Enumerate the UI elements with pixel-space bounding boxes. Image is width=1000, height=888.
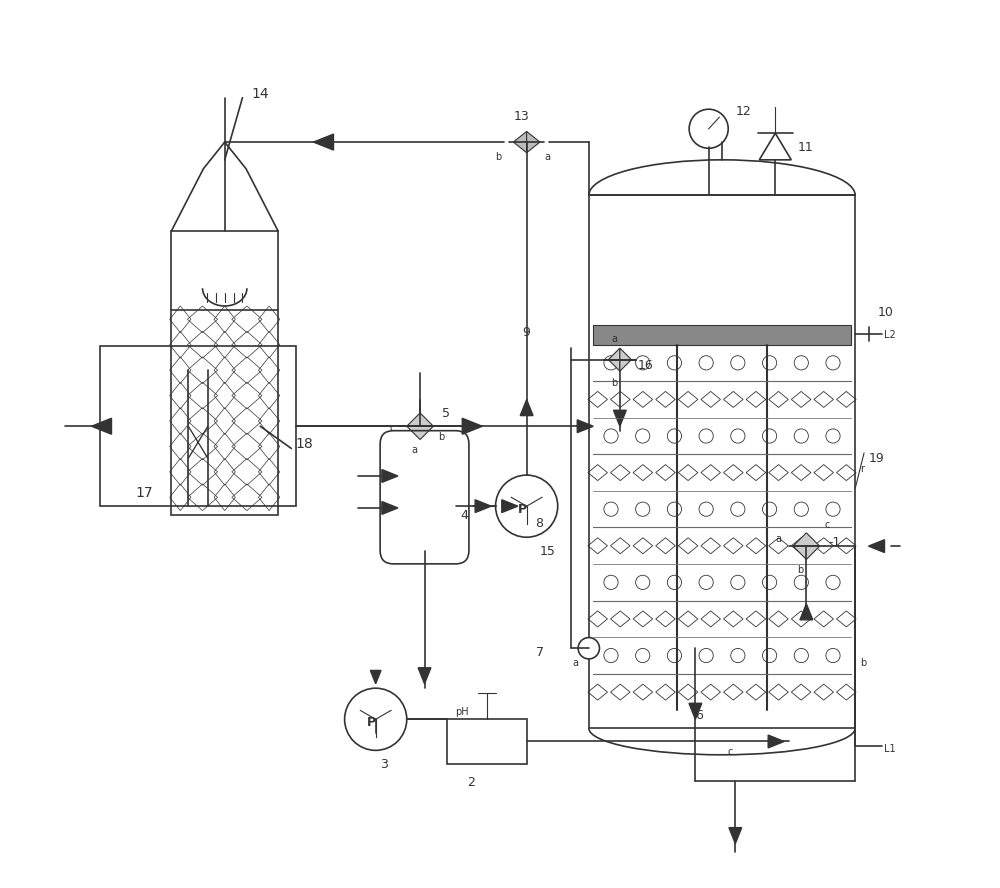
Bar bbox=[593, 325, 851, 345]
Text: 2: 2 bbox=[467, 776, 475, 789]
Polygon shape bbox=[613, 410, 626, 426]
Text: 6: 6 bbox=[695, 710, 703, 722]
Polygon shape bbox=[370, 670, 381, 684]
Text: c: c bbox=[727, 747, 733, 757]
Text: -1: -1 bbox=[829, 536, 841, 549]
Text: 5: 5 bbox=[442, 408, 450, 420]
Text: a: a bbox=[573, 658, 579, 668]
Polygon shape bbox=[800, 604, 813, 620]
Text: 8: 8 bbox=[536, 518, 544, 530]
Text: b: b bbox=[496, 152, 502, 162]
Polygon shape bbox=[520, 400, 533, 416]
Text: b: b bbox=[797, 565, 804, 575]
Text: b: b bbox=[611, 378, 617, 388]
Text: 13: 13 bbox=[513, 110, 529, 123]
Text: 18: 18 bbox=[296, 438, 314, 451]
Polygon shape bbox=[382, 502, 398, 514]
Text: c: c bbox=[824, 520, 829, 530]
Text: a: a bbox=[775, 534, 781, 543]
Text: 7: 7 bbox=[536, 646, 544, 659]
Text: 3: 3 bbox=[380, 758, 388, 771]
Text: L2: L2 bbox=[884, 330, 895, 340]
Text: 9: 9 bbox=[522, 326, 530, 338]
Polygon shape bbox=[608, 348, 620, 371]
Text: c: c bbox=[389, 423, 394, 432]
Text: a: a bbox=[611, 334, 617, 344]
Polygon shape bbox=[620, 348, 631, 371]
Text: 17: 17 bbox=[136, 487, 154, 500]
Text: 10: 10 bbox=[877, 306, 893, 319]
Text: a: a bbox=[544, 152, 550, 162]
Text: P: P bbox=[367, 717, 376, 729]
Bar bbox=[171, 231, 278, 515]
Bar bbox=[100, 346, 296, 506]
Text: 14: 14 bbox=[251, 87, 269, 100]
Polygon shape bbox=[92, 418, 111, 434]
Polygon shape bbox=[418, 668, 431, 684]
Text: b: b bbox=[438, 432, 444, 441]
Polygon shape bbox=[462, 418, 482, 434]
Text: 15: 15 bbox=[540, 545, 556, 558]
Polygon shape bbox=[869, 540, 885, 552]
Polygon shape bbox=[793, 533, 820, 546]
Polygon shape bbox=[729, 828, 742, 844]
Text: r: r bbox=[860, 464, 864, 474]
Polygon shape bbox=[513, 131, 527, 153]
Polygon shape bbox=[768, 735, 784, 748]
Text: b: b bbox=[860, 658, 866, 668]
Polygon shape bbox=[475, 500, 491, 512]
Circle shape bbox=[578, 638, 599, 659]
Text: P: P bbox=[518, 503, 527, 516]
Text: 19: 19 bbox=[869, 452, 884, 464]
Polygon shape bbox=[407, 426, 433, 440]
Text: 16: 16 bbox=[638, 359, 653, 371]
Polygon shape bbox=[689, 703, 702, 719]
Bar bbox=[447, 719, 527, 764]
Text: L1: L1 bbox=[884, 744, 895, 754]
Polygon shape bbox=[382, 470, 398, 482]
Polygon shape bbox=[314, 134, 334, 150]
Text: 12: 12 bbox=[735, 106, 751, 118]
Polygon shape bbox=[793, 546, 820, 559]
Text: a: a bbox=[411, 445, 417, 455]
Text: 4: 4 bbox=[460, 509, 468, 521]
Polygon shape bbox=[502, 500, 518, 512]
Polygon shape bbox=[407, 413, 433, 426]
Text: pH: pH bbox=[456, 707, 469, 717]
Polygon shape bbox=[577, 420, 593, 432]
Bar bbox=[589, 195, 855, 728]
Text: 11: 11 bbox=[797, 141, 813, 154]
Polygon shape bbox=[527, 131, 540, 153]
